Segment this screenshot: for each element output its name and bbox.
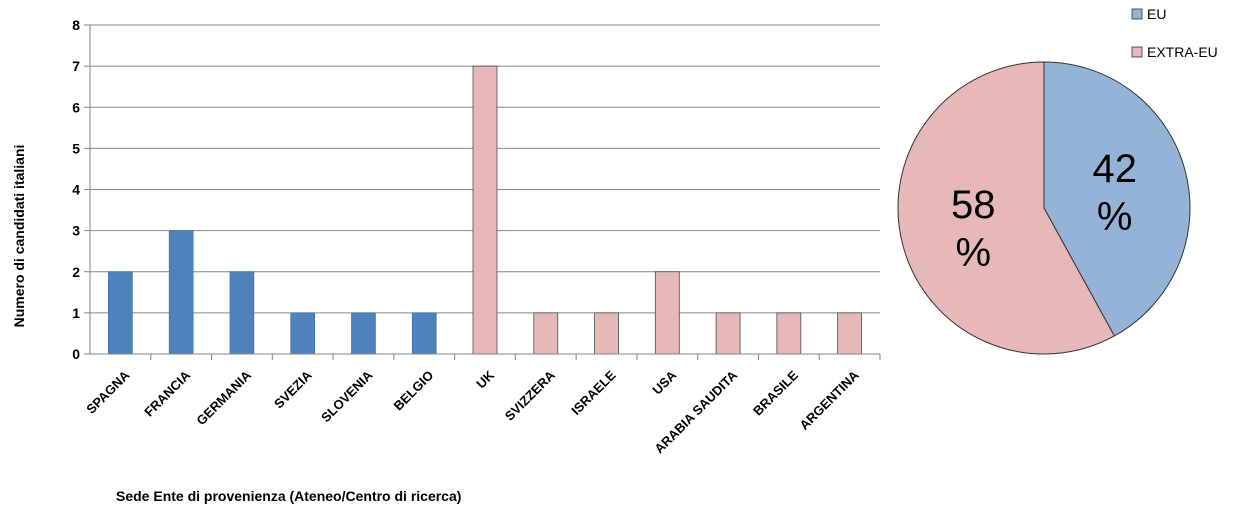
bars-layer [108, 65, 863, 355]
pie-layer: 42%58% [897, 61, 1191, 355]
legend-swatch-eu [1131, 8, 1143, 20]
pie-label-value: 42 [1092, 147, 1137, 191]
pie-slice-eu [1043, 61, 1191, 337]
pie-label-percent: % [956, 231, 992, 275]
x-category-label: BRASILE [750, 367, 801, 418]
y-tick-label: 2 [72, 264, 80, 280]
y-tick-label: 1 [72, 305, 80, 321]
x-category-label: UK [473, 367, 497, 391]
bar-francia [168, 230, 194, 355]
y-tick-label: 4 [72, 182, 80, 198]
pie-slice-extra-eu [897, 61, 1116, 355]
y-tick-label: 6 [72, 99, 80, 115]
bar-israele [594, 312, 619, 355]
pie-label-percent: % [1097, 195, 1133, 239]
legend-label-extra-eu: EXTRA-EU [1147, 44, 1218, 60]
x-category-label: FRANCIA [141, 367, 193, 419]
legend-label-eu: EU [1147, 6, 1166, 22]
x-category-label: BELGIO [391, 368, 437, 414]
bar-uk [472, 65, 498, 355]
x-category-label: SVIZZERA [502, 367, 558, 423]
bar-svezia [290, 312, 315, 355]
x-category-label: SLOVENIA [318, 367, 376, 425]
pie-label-value: 58 [951, 183, 996, 227]
y-axis-title: Numero di candidati italiani [11, 145, 27, 328]
y-tick-label: 8 [72, 17, 80, 33]
x-category-label: SPAGNA [83, 367, 133, 417]
bar-slovenia [351, 312, 376, 355]
bar-brasile [776, 312, 802, 355]
x-category-label: ISRAELE [568, 367, 619, 418]
bar-germania [229, 271, 255, 355]
bar-svizzera [533, 312, 559, 355]
y-tick-label: 5 [72, 140, 80, 156]
y-tick-label: 7 [72, 58, 80, 74]
x-category-label: SVEZIA [271, 367, 315, 411]
bar-argentina [837, 312, 863, 355]
bar-usa [654, 271, 680, 355]
bar-belgio [411, 312, 437, 355]
x-category-label: GERMANIA [193, 367, 254, 428]
y-tick-label: 0 [72, 346, 80, 362]
bar-arabia-saudita [715, 312, 741, 355]
x-category-label: USA [649, 367, 679, 397]
x-axis-title: Sede Ente di provenienza (Ateneo/Centro … [116, 488, 461, 504]
legend-swatch-extra-eu [1131, 46, 1143, 58]
bar-spagna [108, 271, 133, 355]
legend-layer: EU EXTRA-EU [1131, 6, 1218, 60]
y-tick-label: 3 [72, 223, 80, 239]
x-category-label: ARGENTINA [796, 367, 862, 433]
